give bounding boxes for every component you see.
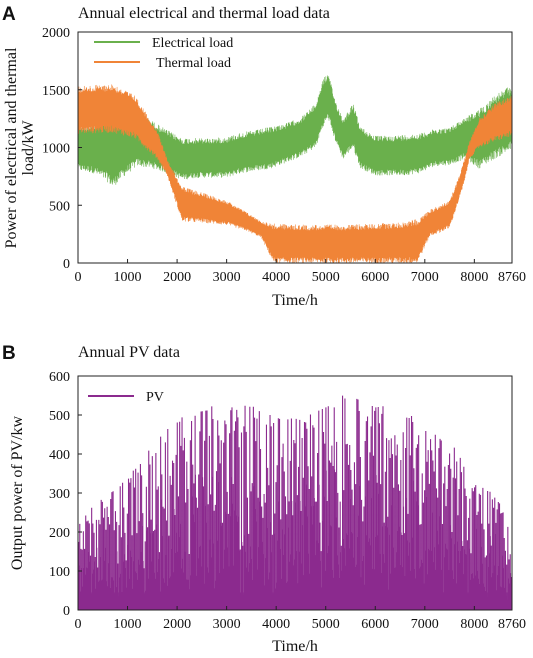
panel-a-y-tick-label: 1500 [42, 84, 70, 99]
panel-a-title: Annual electrical and thermal load data [78, 5, 330, 22]
panel-b-title: Annual PV data [78, 344, 180, 361]
panel-a-y-ticks: 0 500 1000 1500 2000 [42, 26, 82, 272]
panel-b-x-tick-label: 1000 [114, 617, 142, 632]
panel-a-y-axis-label-line1: Power of electrical and thermal [3, 47, 20, 248]
panel-b-x-tick-label: 7000 [411, 617, 439, 632]
panel-a-y-axis-label-line2: load/kW [20, 120, 37, 176]
panel-b-y-tick-label: 0 [63, 604, 70, 619]
panel-b-y-ticks: 0 100 200 300 400 500 600 [49, 370, 82, 619]
panel-a-x-tick-label: 8760 [498, 270, 526, 285]
panel-b-x-axis-label: Time/h [272, 638, 318, 655]
panel-b-x-tick-label: 6000 [361, 617, 389, 632]
panel-b-x-tick-label: 2000 [163, 617, 191, 632]
panel-a-x-tick-label: 0 [75, 270, 82, 285]
panel-a-x-axis-label: Time/h [272, 292, 318, 309]
panel-b-x-ticks: 0 1000 2000 3000 4000 5000 6000 7000 8000 8760 [75, 606, 526, 632]
panel-b-y-tick-label: 300 [49, 487, 70, 502]
panel-b-y-tick-label: 100 [49, 565, 70, 580]
series-thermal-load-line [77, 84, 513, 264]
panel-b-series-layer [78, 395, 513, 610]
panel-a-x-tick-label: 8000 [460, 270, 488, 285]
panel-a-legend: Electrical load Thermal load [94, 36, 233, 71]
panel-a-x-tick-label: 1000 [114, 270, 142, 285]
panel-b-y-tick-label: 600 [49, 370, 70, 385]
panel-a-x-tick-label: 7000 [411, 270, 439, 285]
panel-b-x-tick-label: 3000 [213, 617, 241, 632]
panel-b-y-tick-label: 500 [49, 409, 70, 424]
panel-a-x-ticks: 0 1000 2000 3000 4000 5000 6000 7000 8000 8760 [75, 259, 526, 285]
panel-a-series-layer [77, 75, 513, 264]
panel-a-y-axis-label-group: Power of electrical and thermal load/kW [3, 47, 37, 248]
panel-b-y-axis-label-group: Output power of PV/kw [9, 415, 26, 570]
series-pv-bars [78, 395, 513, 610]
panel-b-x-tick-label: 8760 [498, 617, 526, 632]
legend-pv-label: PV [146, 390, 164, 405]
panel-a: A Annual electrical and thermal load dat… [2, 4, 526, 309]
panel-a-y-tick-label: 500 [49, 199, 70, 214]
panel-b-legend: PV [88, 390, 164, 405]
panel-b-x-tick-label: 5000 [312, 617, 340, 632]
panel-a-y-tick-label: 0 [63, 257, 70, 272]
panel-b-x-tick-label: 0 [75, 617, 82, 632]
legend-thermal-label: Thermal load [156, 56, 231, 71]
panel-b-y-axis-label: Output power of PV/kw [9, 415, 26, 570]
panel-a-x-tick-label: 2000 [163, 270, 191, 285]
panel-b-letter: B [2, 343, 16, 364]
panel-a-x-tick-label: 4000 [262, 270, 290, 285]
panel-b-y-tick-label: 400 [49, 448, 70, 463]
series-pv-base [79, 592, 511, 610]
panel-a-x-tick-label: 3000 [213, 270, 241, 285]
panel-b: B Annual PV data 0 1000 2000 3000 4000 5000 60… [2, 343, 526, 655]
panel-a-letter: A [2, 4, 16, 25]
panel-b-x-tick-label: 8000 [460, 617, 488, 632]
legend-electrical-label: Electrical load [152, 36, 233, 51]
panel-a-y-tick-label: 1000 [42, 142, 70, 157]
panel-a-x-tick-label: 5000 [312, 270, 340, 285]
panel-a-x-tick-label: 6000 [361, 270, 389, 285]
panel-a-y-tick-label: 2000 [42, 26, 70, 41]
panel-b-y-tick-label: 200 [49, 526, 70, 541]
panel-b-x-tick-label: 4000 [262, 617, 290, 632]
